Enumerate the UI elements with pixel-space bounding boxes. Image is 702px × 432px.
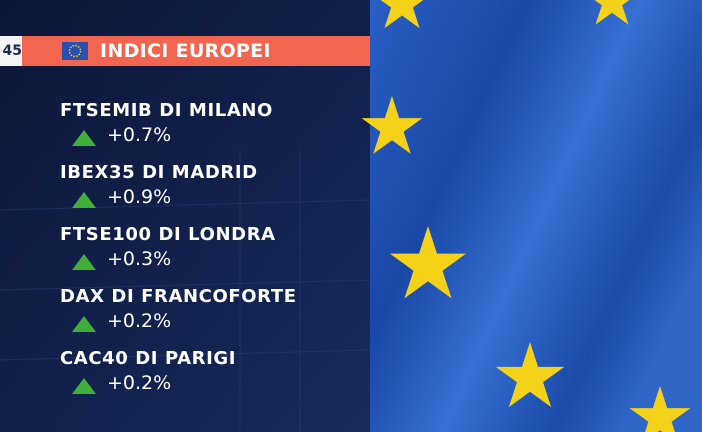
title: INDICI EUROPEI — [100, 40, 271, 62]
panel-grid — [0, 150, 371, 432]
index-name: FTSEMIB DI MILANO — [60, 100, 273, 121]
up-arrow — [72, 254, 96, 270]
index-change: +0.2% — [107, 310, 172, 332]
index-name: IBEX35 DI MADRID — [60, 162, 258, 183]
eu-flag — [370, 0, 702, 432]
index-name: DAX DI FRANCOFORTE — [60, 286, 297, 307]
index-change: +0.3% — [107, 248, 172, 270]
panel — [0, 0, 370, 432]
index-name: CAC40 DI PARIGI — [60, 348, 237, 369]
up-arrow — [72, 378, 96, 394]
up-arrow — [72, 130, 96, 146]
clock: 45 — [0, 36, 22, 66]
eu-icon — [62, 42, 88, 60]
up-arrow — [72, 316, 96, 332]
index-change: +0.9% — [107, 186, 172, 208]
up-arrow — [72, 192, 96, 208]
index-change: +0.2% — [107, 372, 172, 394]
index-change: +0.7% — [107, 124, 172, 146]
index-name: FTSE100 DI LONDRA — [60, 224, 276, 245]
